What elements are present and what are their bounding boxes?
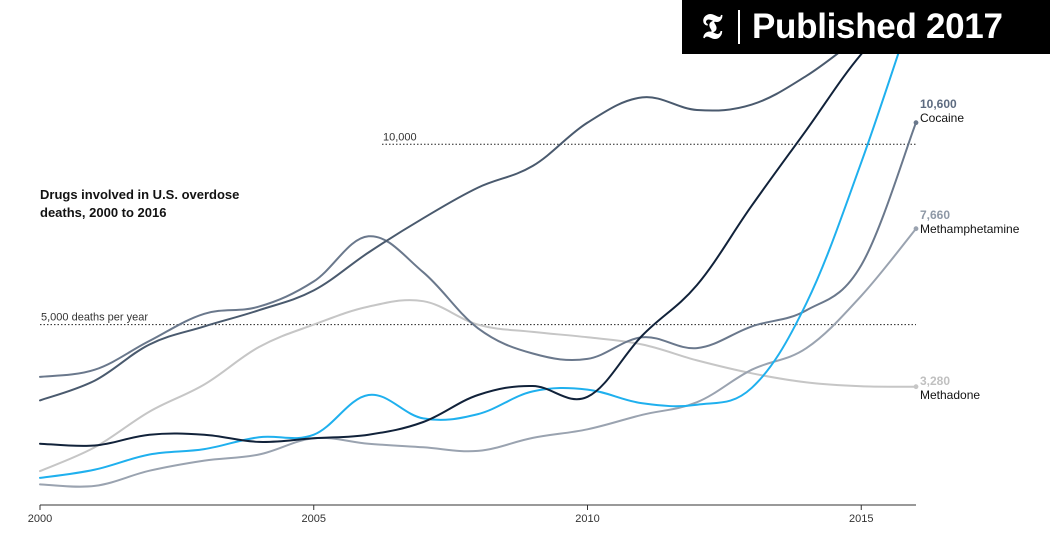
series-lines [39, 0, 919, 488]
end-label-value: 10,600 [920, 97, 957, 111]
nyt-t-icon: 𝕿 [701, 7, 723, 47]
end-label-name: Cocaine [920, 111, 965, 125]
x-tick-label: 2005 [302, 513, 326, 525]
series-line-methamphetamine [39, 227, 917, 488]
end-label-value: 3,280 [920, 374, 951, 388]
chart-title: Drugs involved in U.S. overdose deaths, … [40, 187, 240, 220]
end-label-name: Methadone [920, 388, 981, 402]
x-tick-label: 2015 [849, 513, 873, 525]
series-line-series-3 [39, 0, 917, 479]
end-label-value: 7,660 [920, 208, 951, 222]
x-tick-label: 2000 [28, 513, 52, 525]
end-label-cocaine: 10,600 Cocaine [920, 97, 964, 125]
series-line-methadone [39, 299, 917, 473]
series-end-point [913, 384, 919, 390]
reference-line-label: 10,000 [383, 131, 417, 143]
series-end-point [913, 226, 919, 232]
end-label-methamphetamine: 7,660 Methamphetamine [920, 208, 1019, 236]
published-label: Published 2017 [752, 7, 1003, 46]
end-label-name: Methamphetamine [920, 222, 1020, 236]
series-line-series-2 [39, 0, 917, 447]
series-end-point [913, 120, 919, 126]
series-line-series-0 [39, 0, 917, 402]
end-label-methadone: 3,280 Methadone [920, 374, 980, 402]
published-badge: 𝕿 Published 2017 [682, 0, 1050, 54]
x-tick-label: 2010 [575, 513, 599, 525]
reference-line-label: 5,000 deaths per year [41, 312, 148, 324]
badge-divider [738, 10, 740, 44]
series-line-cocaine [39, 121, 917, 378]
x-axis: 2000 2005 2010 2015 [28, 504, 916, 525]
